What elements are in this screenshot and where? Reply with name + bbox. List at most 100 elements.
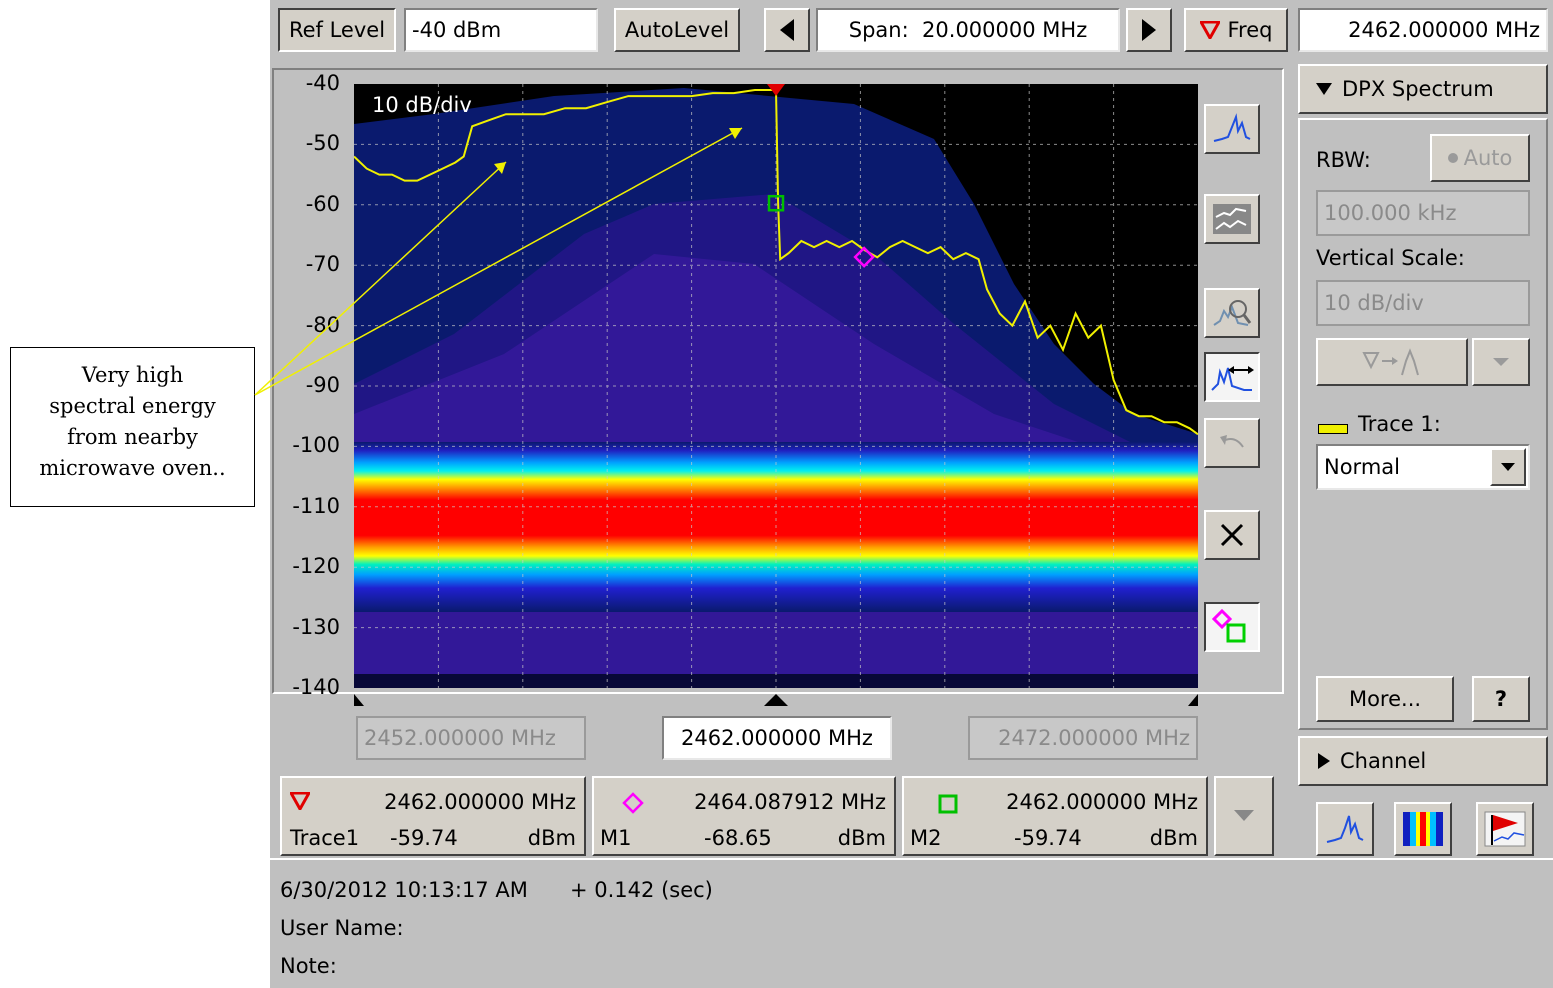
delete-marker-button[interactable]	[1204, 510, 1260, 560]
freq-axis-handles[interactable]	[354, 690, 1198, 716]
marker-m1-freq: 2464.087912 MHz	[694, 790, 886, 814]
span-decrease-button[interactable]	[764, 8, 810, 52]
chevron-down-icon	[1501, 463, 1515, 471]
freq-value: 2462.000000 MHz	[1348, 18, 1540, 42]
autolevel-button[interactable]: AutoLevel	[614, 8, 740, 52]
freq-input[interactable]: 2462.000000 MHz	[1298, 8, 1548, 52]
peak-to-ref-icon	[1362, 348, 1419, 376]
dpx-spectrum-header[interactable]: DPX Spectrum	[1298, 64, 1548, 114]
ref-level-input[interactable]: -40 dBm	[404, 8, 598, 52]
diamond-marker-icon	[622, 792, 644, 814]
spectrogram-display-button[interactable]	[1394, 802, 1452, 856]
annotation-callout: Very high spectral energy from nearby mi…	[10, 347, 255, 507]
reference-marker[interactable]	[767, 84, 785, 96]
marker-readout-ref[interactable]: 2462.000000 MHz Trace1 -59.74 dBm	[280, 776, 586, 856]
flag-icon	[1484, 811, 1526, 847]
span-label: Span:	[848, 18, 909, 42]
span-pan-icon	[1211, 366, 1254, 391]
marker-triangle-icon	[1199, 21, 1220, 39]
rbw-auto-button[interactable]: Auto	[1430, 134, 1530, 182]
rbw-field[interactable]: 100.000 kHz	[1316, 190, 1530, 236]
freq-button[interactable]: Freq	[1184, 8, 1288, 52]
plot-markers	[767, 84, 875, 268]
spectrum-view-button[interactable]	[1204, 104, 1260, 154]
marker-m2-freq: 2462.000000 MHz	[1006, 790, 1198, 814]
span-pan-button[interactable]	[1204, 352, 1260, 402]
y-tick-label: -80	[305, 312, 340, 337]
center-freq-field[interactable]: 2462.000000 MHz	[662, 716, 892, 760]
markers-icon	[1212, 609, 1246, 643]
zoom-view-button[interactable]	[1204, 288, 1260, 338]
marker-readout-m1[interactable]: 2464.087912 MHz M1 -68.65 dBm	[592, 776, 896, 856]
time-offset: + 0.142 (sec)	[570, 878, 713, 902]
vertical-scale-field[interactable]: 10 dB/div	[1316, 280, 1530, 326]
undo-button[interactable]	[1204, 418, 1260, 468]
dpx-spectrum-title: DPX Spectrum	[1342, 77, 1494, 101]
marker-m1[interactable]	[853, 246, 875, 268]
help-button[interactable]: ?	[1472, 676, 1530, 722]
start-handle-icon[interactable]	[354, 694, 364, 706]
rbw-label: RBW:	[1316, 148, 1371, 172]
peak-options-dropdown[interactable]	[1472, 338, 1530, 386]
marker-ref-unit: dBm	[527, 826, 576, 850]
stop-freq-field[interactable]: 2472.000000 MHz	[968, 716, 1198, 760]
y-tick-label: -60	[305, 191, 340, 216]
spectrum-display-button[interactable]	[1316, 802, 1374, 856]
marker-toggle-button[interactable]	[1204, 602, 1260, 652]
marker-m2-unit: dBm	[1149, 826, 1198, 850]
more-label: More...	[1348, 687, 1422, 711]
note-label: Note:	[280, 954, 337, 978]
span-input[interactable]: Span: 20.000000 MHz	[816, 8, 1120, 52]
trace-color-swatch	[1318, 424, 1348, 434]
chevron-down-icon	[1493, 358, 1509, 366]
y-tick-label: -100	[292, 433, 340, 458]
y-tick-label: -120	[292, 554, 340, 579]
marker-m1-name: M1	[600, 826, 632, 850]
y-tick-label: -90	[305, 373, 340, 397]
spectrogram-icon	[1403, 812, 1443, 846]
center-handle-icon[interactable]	[764, 694, 788, 706]
center-freq-value: 2462.000000 MHz	[681, 726, 873, 750]
mask-display-button[interactable]	[1476, 802, 1534, 856]
vertical-scale-label: Vertical Scale:	[1316, 246, 1465, 270]
triangle-right-icon	[1318, 753, 1330, 769]
marker-m2[interactable]	[767, 194, 785, 212]
marker-ref-name: Trace1	[290, 826, 360, 850]
trace-mode-value: Normal	[1324, 455, 1400, 479]
start-freq-field[interactable]: 2452.000000 MHz	[356, 716, 586, 760]
more-button[interactable]: More...	[1316, 676, 1454, 722]
marker-readout-m2[interactable]: 2462.000000 MHz M2 -59.74 dBm	[902, 776, 1208, 856]
zoom-icon	[1213, 300, 1252, 326]
rbw-value: 100.000 kHz	[1324, 201, 1457, 225]
marker-triangle-icon	[290, 792, 310, 810]
freq-label: Freq	[1227, 18, 1273, 42]
marker-m2-name: M2	[910, 826, 942, 850]
help-label: ?	[1494, 687, 1508, 711]
trace-1-line	[354, 89, 1198, 436]
user-name-label: User Name:	[280, 916, 404, 940]
spectrum-icon	[1213, 113, 1251, 142]
trace-mode-select[interactable]: Normal	[1316, 444, 1530, 490]
peak-to-ref-button[interactable]	[1316, 338, 1468, 386]
ref-level-value: -40 dBm	[412, 18, 502, 42]
trace-label: Trace 1:	[1358, 412, 1441, 436]
rbw-auto-label: Auto	[1463, 146, 1513, 170]
compare-view-button[interactable]	[1204, 194, 1260, 244]
stop-handle-icon[interactable]	[1188, 694, 1198, 706]
dpx-spectrum-plot[interactable]: 10 dB/div	[354, 84, 1198, 688]
trace-compare-icon	[1213, 204, 1251, 234]
ref-level-label: Ref Level	[288, 18, 386, 42]
scale-label: 10 dB/div	[372, 93, 472, 117]
dropdown-button[interactable]	[1490, 448, 1526, 486]
annotation-line: Very high	[81, 363, 184, 387]
y-tick-label: -110	[292, 493, 340, 518]
annotation-line: from nearby	[67, 425, 198, 449]
radio-dot-icon	[1447, 153, 1458, 163]
marker-dropdown-button[interactable]	[1214, 776, 1274, 856]
span-value: 20.000000 MHz	[922, 18, 1088, 42]
y-tick-label: -50	[305, 131, 340, 156]
channel-header[interactable]: Channel	[1298, 736, 1548, 786]
ref-level-button[interactable]: Ref Level	[278, 8, 396, 52]
span-increase-button[interactable]	[1126, 8, 1172, 52]
spectrum-icon	[1326, 815, 1364, 843]
